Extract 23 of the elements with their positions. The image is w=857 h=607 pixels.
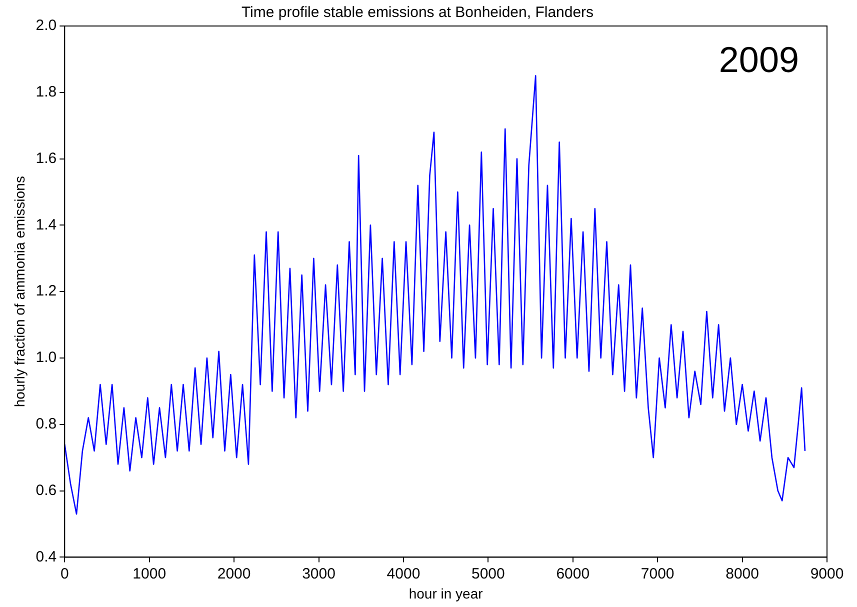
x-axis-title: hour in year [408,585,484,602]
y-tick-label: 0.4 [36,548,57,566]
y-tick-label: 0.8 [36,416,57,433]
y-tick-label: 0.6 [36,482,57,499]
x-tick-label: 5000 [471,565,505,582]
y-axis-title: hourly fraction of ammonia emissions [11,176,28,408]
y-tick-label: 1.4 [36,216,57,234]
x-tick-label: 2000 [217,565,251,582]
y-tick-label: 2.0 [36,17,57,34]
x-tick-label: 9000 [810,565,844,582]
chart-title: Time profile stable emissions at Bonheiden, Flanders [241,4,594,22]
y-tick-label: 1.2 [36,282,57,300]
y-tick-label: 1.6 [36,150,57,167]
x-tick-label: 3000 [302,565,336,582]
y-tick-label: 1.8 [36,84,57,101]
annotation: 2009 [718,38,799,80]
x-tick-label: 0 [60,565,69,582]
x-tick-label: 4000 [386,565,420,582]
x-tick-label: 8000 [726,565,759,582]
x-tick-label: 6000 [556,565,590,582]
y-tick-label: 1.0 [36,349,57,366]
x-tick-label: 7000 [640,565,674,582]
x-tick-label: 1000 [132,565,166,582]
